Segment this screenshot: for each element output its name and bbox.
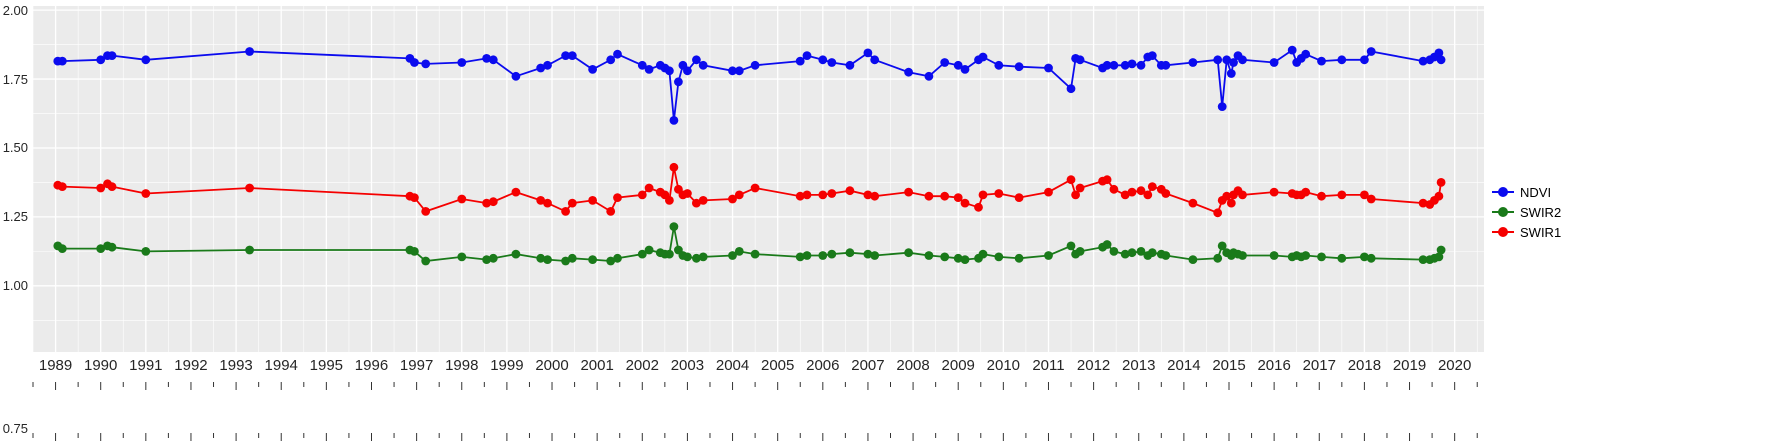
x-tick-label: 1992 <box>174 357 208 374</box>
x-tick-label: 2009 <box>941 357 975 374</box>
y-tick-label: 1.25 <box>2 209 28 225</box>
x-tick-label: 2017 <box>1302 357 1336 374</box>
x-tick-label: 2001 <box>580 357 614 374</box>
x-tick-label: 1995 <box>309 357 344 374</box>
legend-label-ndvi: NDVI <box>1520 184 1552 200</box>
x-tick-label: 2013 <box>1122 357 1156 374</box>
x-tick-label: 2002 <box>625 357 659 374</box>
y-tick-label: 1.00 <box>2 278 28 294</box>
y-tick-label: 1.50 <box>2 140 28 156</box>
x-tick-label: 2008 <box>896 357 930 374</box>
x-tick-label: 2000 <box>535 357 569 374</box>
x-tick-label: 2018 <box>1347 357 1382 374</box>
legend-item-swir2[interactable]: SWIR2 <box>1492 202 1561 222</box>
x-tick-label: 2015 <box>1212 357 1246 374</box>
y-tick-label: 2.00 <box>2 2 28 18</box>
legend-item-ndvi[interactable]: NDVI <box>1492 182 1561 202</box>
x-tick-label: 2004 <box>715 357 750 374</box>
x-tick-label: 2016 <box>1257 357 1291 374</box>
x-tick-label: 1999 <box>490 357 524 374</box>
x-tick-label: 2006 <box>806 357 840 374</box>
x-tick-label: 1998 <box>445 357 479 374</box>
x-tick-label: 1989 <box>38 357 73 374</box>
x-tick-label: 2012 <box>1076 357 1111 374</box>
legend-marker-swir2-icon <box>1492 205 1514 219</box>
legend-marker-ndvi-icon <box>1492 185 1514 199</box>
x-tick-label: 2003 <box>670 357 705 374</box>
x-tick-label: 2005 <box>760 357 795 374</box>
x-tick-label: 1996 <box>354 357 389 374</box>
legend-marker-swir1-icon <box>1492 225 1514 239</box>
legend-label-swir1: SWIR1 <box>1520 224 1562 240</box>
x-tick-label: 2014 <box>1167 357 1201 374</box>
x-tick-label: 2011 <box>1032 357 1065 374</box>
x-tick-label: 1991 <box>129 357 163 374</box>
x-tick-label: 2010 <box>986 357 1021 374</box>
legend: NDVI SWIR2 SWIR1 <box>1492 182 1561 242</box>
x-tick-label: 1993 <box>219 357 253 374</box>
x-tick-label: 2019 <box>1392 357 1427 374</box>
x-tick-label: 1990 <box>84 357 118 374</box>
legend-label-swir2: SWIR2 <box>1520 204 1562 220</box>
x-tick-label: 1997 <box>399 357 434 374</box>
legend-item-swir1[interactable]: SWIR1 <box>1492 222 1561 242</box>
x-tick-label: 2007 <box>851 357 885 374</box>
y-tick-label: 0.75 <box>2 421 28 436</box>
x-tick-label: 1994 <box>264 357 298 374</box>
y-tick-label: 1.75 <box>2 71 28 87</box>
x-tick-label: 2020 <box>1437 357 1472 374</box>
